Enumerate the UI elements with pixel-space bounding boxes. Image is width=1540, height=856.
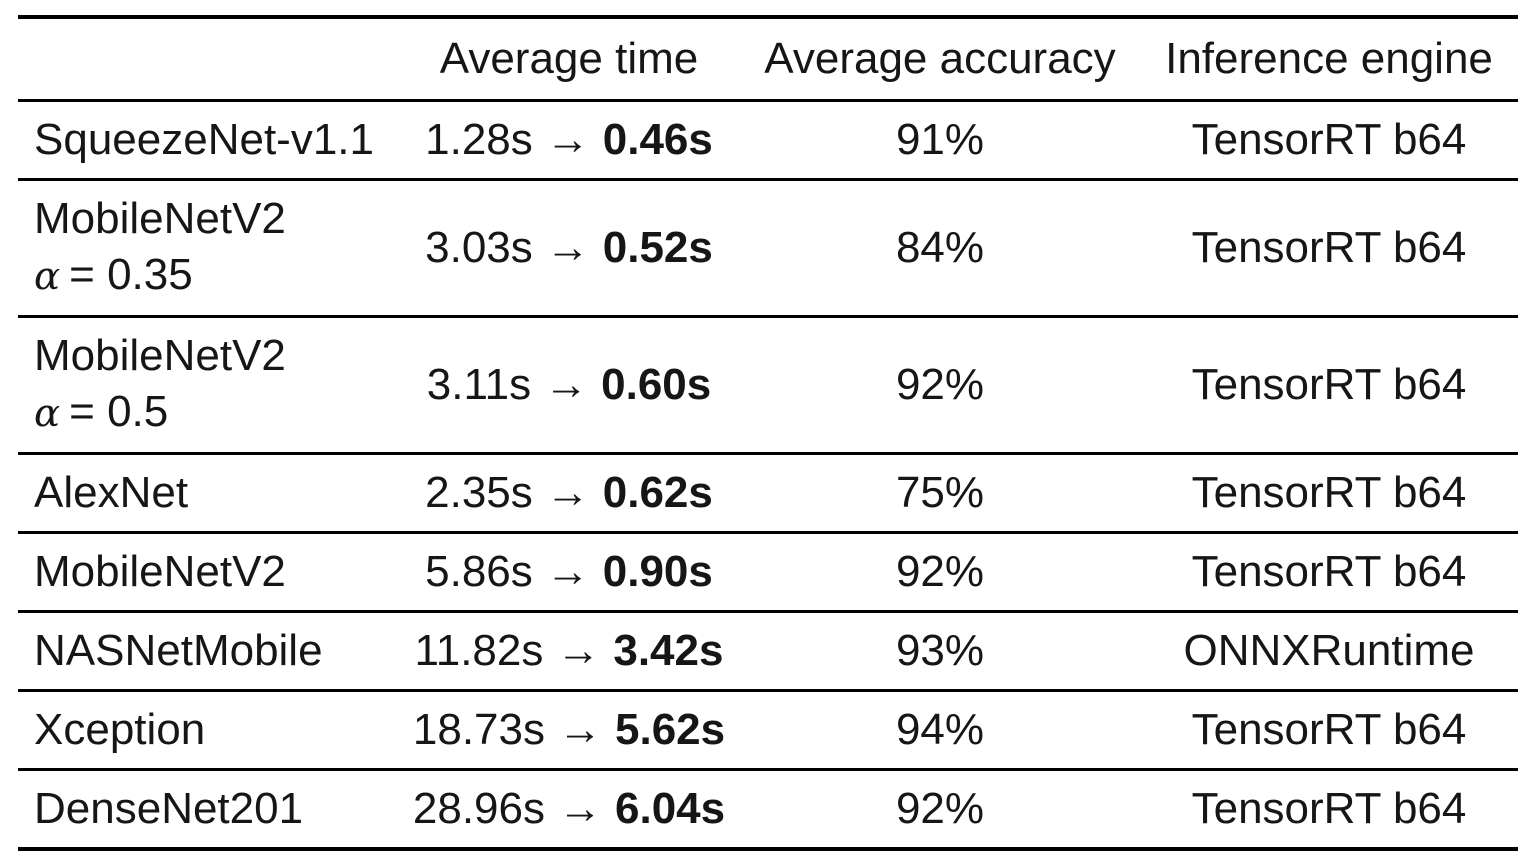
time-before: 3.03s (425, 223, 533, 272)
time-after: 0.60s (601, 360, 712, 409)
time-after: 0.90s (602, 547, 713, 596)
accuracy-cell: 94% (895, 705, 985, 754)
arrow-right-icon: → (545, 223, 590, 272)
arrow-right-icon: → (544, 360, 589, 409)
arrow-right-icon: → (545, 468, 590, 517)
arrow-right-icon: → (545, 547, 590, 596)
engine-cell: TensorRT b64 (1191, 468, 1467, 517)
table-row: MobileNetV2 5.86s → 0.90s 92% TensorRT b64 (18, 533, 1518, 612)
model-name: MobileNetV2 (34, 547, 286, 596)
engine-cell: TensorRT b64 (1191, 115, 1467, 164)
engine-cell: TensorRT b64 (1191, 547, 1467, 596)
time-cell: 1.28s → 0.46s (398, 101, 740, 180)
accuracy-cell: 93% (895, 626, 985, 675)
time-cell: 11.82s → 3.42s (398, 612, 740, 691)
model-param: α = 0.5 (34, 384, 398, 442)
model-cell: SqueezeNet-v1.1 (18, 101, 398, 180)
arrow-right-icon: → (556, 626, 601, 675)
time-before: 2.35s (425, 468, 533, 517)
model-param: α = 0.35 (34, 247, 398, 305)
arrow-right-icon: → (558, 705, 602, 754)
table-row: SqueezeNet-v1.1 1.28s → 0.46s 91% TensorRT… (18, 101, 1518, 180)
col-model-header (18, 17, 398, 101)
table-row: Xception 18.73s → 5.62s 94% TensorRT b64 (18, 691, 1518, 770)
time-cell: 3.11s → 0.60s (398, 317, 740, 454)
engine-cell: ONNXRuntime (1183, 626, 1475, 675)
time-cell: 3.03s → 0.52s (398, 180, 740, 317)
model-cell: Xception (18, 691, 398, 770)
table-row: DenseNet201 28.96s → 6.04s 92% TensorRT b6… (18, 770, 1518, 850)
model-cell: DenseNet201 (18, 770, 398, 850)
time-before: 5.86s (425, 547, 533, 596)
alpha-symbol: α (34, 391, 61, 436)
time-after: 0.62s (602, 468, 713, 517)
time-cell: 18.73s → 5.62s (398, 691, 740, 770)
table-header-row: Average time Average accuracy Inference … (18, 17, 1518, 101)
model-cell: AlexNet (18, 454, 398, 533)
model-name: Xception (34, 705, 206, 754)
engine-cell: TensorRT b64 (1191, 223, 1467, 272)
model-cell: MobileNetV2 α = 0.35 (18, 180, 398, 317)
time-cell: 28.96s → 6.04s (398, 770, 740, 850)
engine-cell: TensorRT b64 (1191, 705, 1467, 754)
time-cell: 2.35s → 0.62s (398, 454, 740, 533)
col-time-header: Average time (439, 34, 699, 83)
table-row: MobileNetV2 α = 0.5 3.11s → 0.60s 92% Tenso… (18, 317, 1518, 454)
table-row: NASNetMobile 11.82s → 3.42s 93% ONNXRuntim… (18, 612, 1518, 691)
col-accuracy-header: Average accuracy (764, 34, 1116, 83)
accuracy-cell: 91% (895, 115, 985, 164)
engine-cell: TensorRT b64 (1191, 360, 1467, 409)
model-name: SqueezeNet-v1.1 (34, 115, 374, 164)
benchmark-results-table: Average time Average accuracy Inference … (18, 15, 1518, 851)
time-cell: 5.86s → 0.90s (398, 533, 740, 612)
model-cell: MobileNetV2 α = 0.5 (18, 317, 398, 454)
accuracy-cell: 84% (895, 223, 985, 272)
time-after: 0.52s (602, 223, 713, 272)
engine-cell: TensorRT b64 (1191, 784, 1467, 833)
time-before: 11.82s (414, 626, 544, 675)
time-after: 0.46s (602, 115, 713, 164)
model-cell: MobileNetV2 (18, 533, 398, 612)
param-value: = 0.35 (69, 250, 193, 299)
time-before: 1.28s (425, 115, 533, 164)
arrow-right-icon: → (558, 784, 602, 833)
accuracy-cell: 92% (895, 360, 985, 409)
table-row: MobileNetV2 α = 0.35 3.03s → 0.52s 84% Tens… (18, 180, 1518, 317)
model-cell: NASNetMobile (18, 612, 398, 691)
accuracy-cell: 92% (895, 547, 985, 596)
alpha-symbol: α (34, 254, 61, 299)
time-before: 28.96s (412, 784, 545, 833)
time-after: 3.42s (613, 626, 724, 675)
param-value: = 0.5 (69, 387, 169, 436)
accuracy-cell: 92% (895, 784, 985, 833)
model-name: DenseNet201 (34, 784, 304, 833)
accuracy-cell: 75% (895, 468, 985, 517)
time-after: 6.04s (615, 784, 726, 833)
model-name: NASNetMobile (34, 626, 323, 675)
table-row: AlexNet 2.35s → 0.62s 75% TensorRT b64 (18, 454, 1518, 533)
model-name: AlexNet (34, 468, 189, 517)
arrow-right-icon: → (545, 115, 590, 164)
time-before: 18.73s (412, 705, 545, 754)
model-name: MobileNetV2 (34, 194, 286, 243)
time-after: 5.62s (615, 705, 726, 754)
model-name: MobileNetV2 (34, 331, 286, 380)
col-engine-header: Inference engine (1165, 34, 1493, 83)
time-before: 3.11s (426, 360, 532, 409)
